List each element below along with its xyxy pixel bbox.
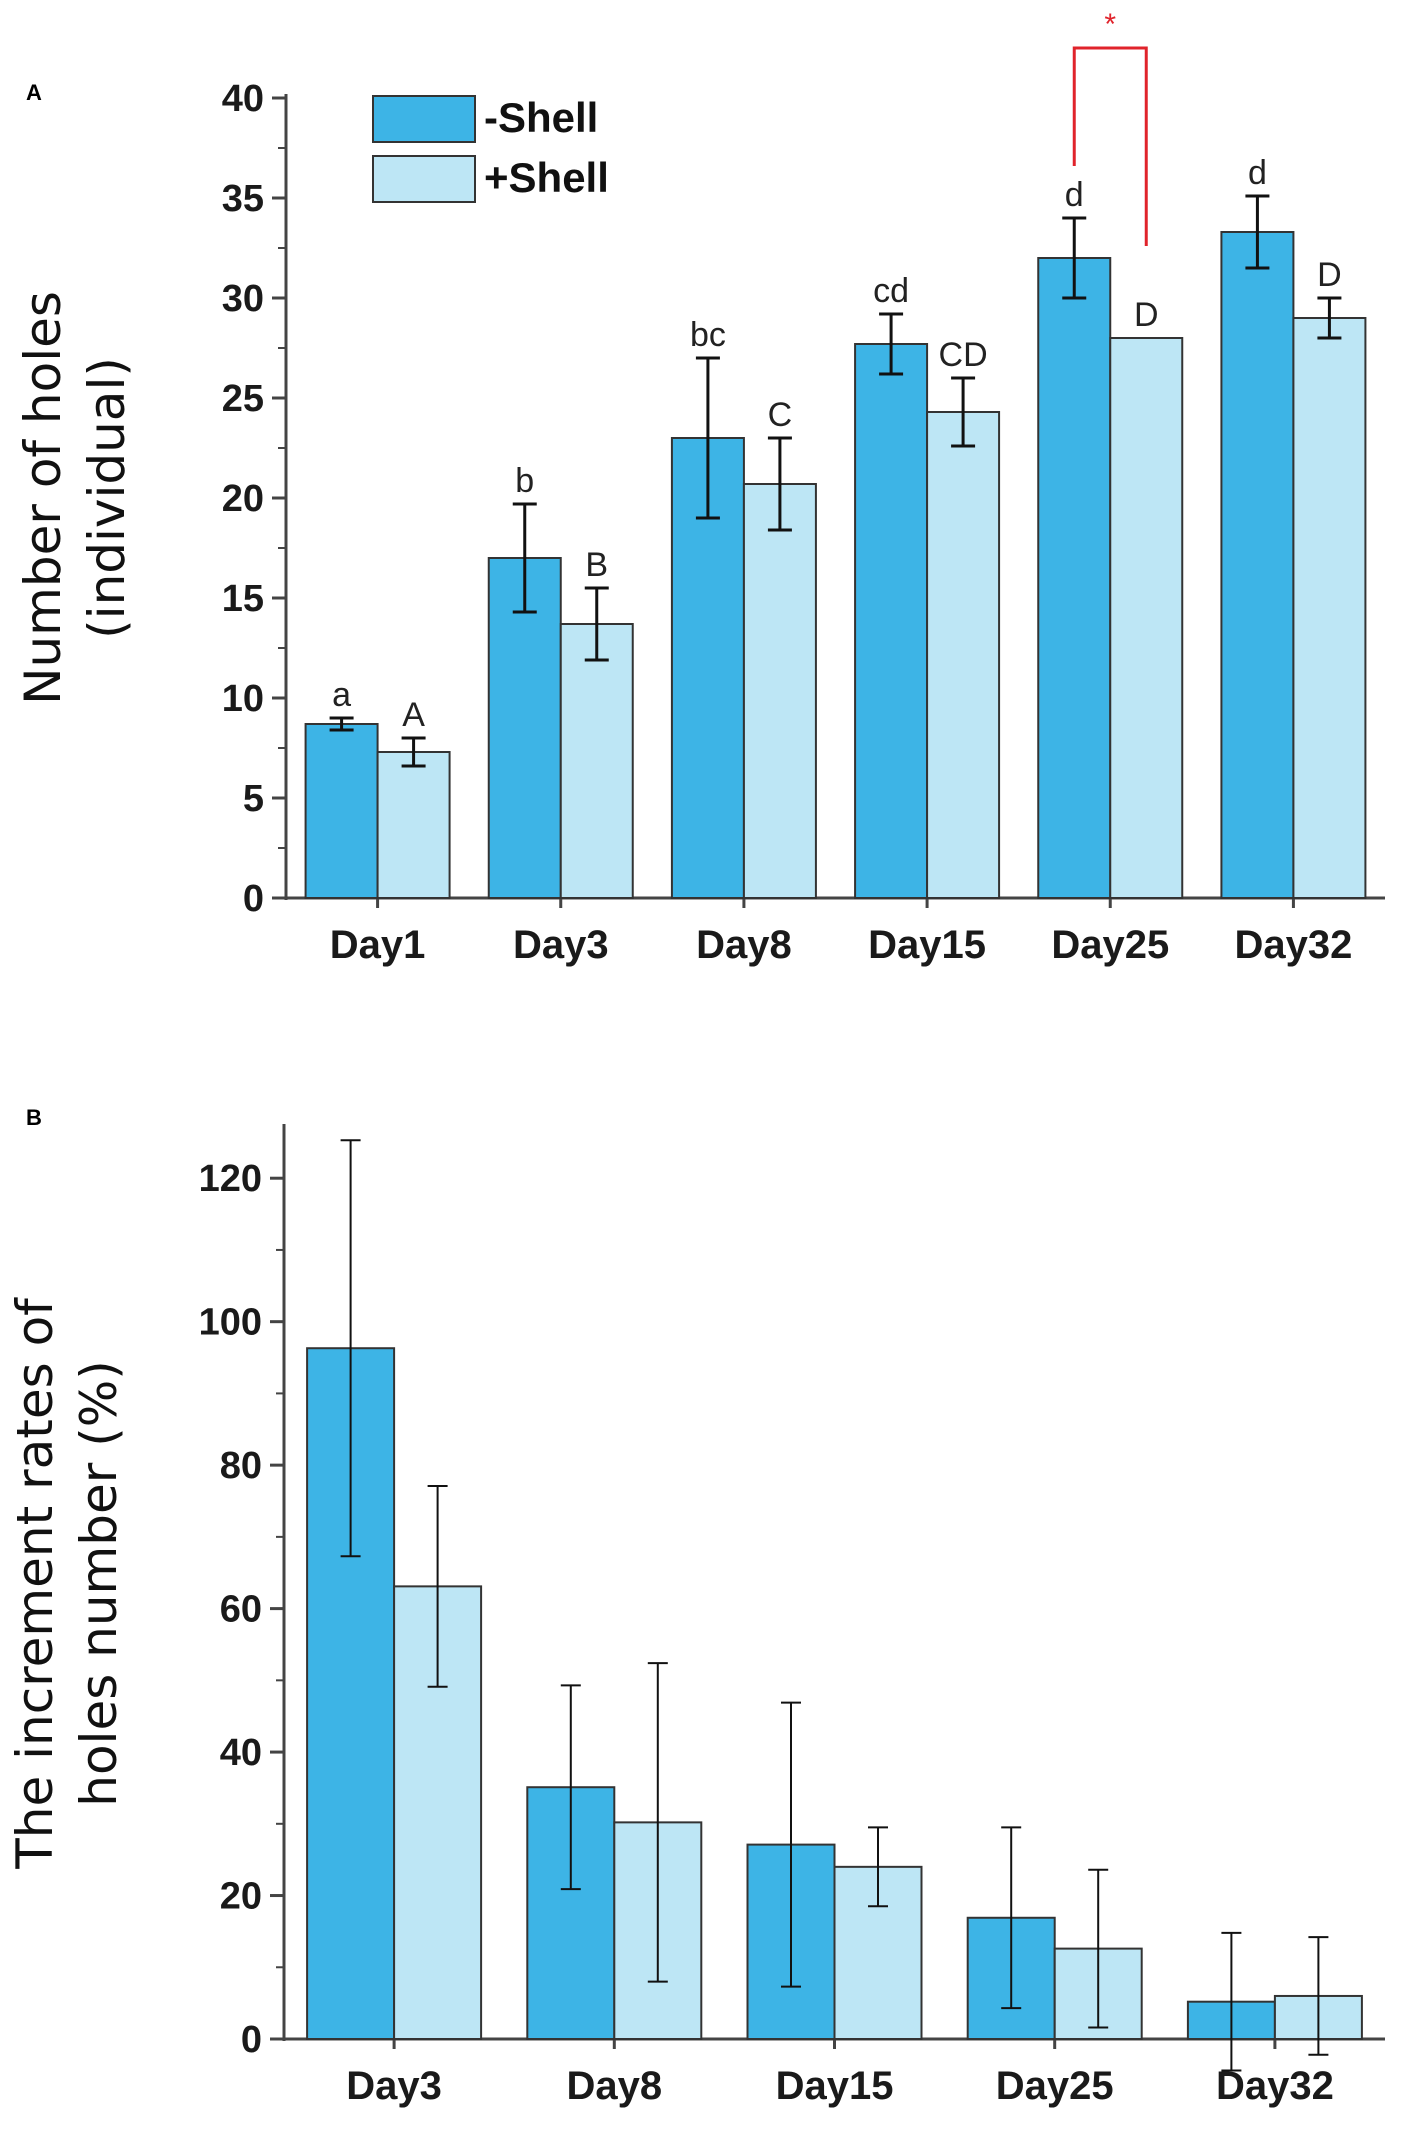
chart-a-significance-label: cd bbox=[873, 272, 909, 310]
chart-a-bar-plus-shell bbox=[559, 623, 634, 899]
chart-a-significance-label: B bbox=[585, 546, 608, 584]
panel-b-label: B bbox=[26, 1105, 42, 1130]
chart-a-x-tick-label: Day32 bbox=[1234, 923, 1352, 967]
chart-a-x-tick-label: Day1 bbox=[330, 923, 426, 967]
chart-a-legend-swatch bbox=[372, 95, 476, 143]
chart-a-y-tick-label: 20 bbox=[222, 478, 264, 520]
chart-a-y-tick-label: 30 bbox=[222, 278, 264, 320]
chart-a-legend-swatch bbox=[372, 155, 476, 203]
chart-a-y-axis-label: Number of holes (individual) bbox=[14, 291, 136, 705]
chart-b-x-tick-label: Day3 bbox=[346, 2064, 442, 2108]
chart-b-x-tick-label: Day25 bbox=[996, 2064, 1114, 2108]
chart-a-bar-minus-shell bbox=[1220, 231, 1295, 899]
chart-a-bar-plus-shell bbox=[1292, 317, 1367, 899]
chart-a-bar-plus-shell bbox=[926, 411, 1001, 899]
chart-a-significance-label: bc bbox=[690, 316, 726, 354]
chart-a-significance-star: * bbox=[1104, 8, 1116, 41]
chart-a-x-tick-label: Day25 bbox=[1051, 923, 1169, 967]
chart-a-significance-label: d bbox=[1065, 176, 1084, 214]
chart-a-bar-plus-shell bbox=[376, 751, 451, 899]
chart-a-y-tick-label: 25 bbox=[222, 378, 264, 420]
chart-a-y-tick-label: 0 bbox=[243, 878, 264, 920]
chart-a-y-tick-label: 40 bbox=[222, 78, 264, 120]
chart-a-y-axis-label-line: Number of holes bbox=[14, 291, 72, 705]
chart-a: 0 5 10 15 20 25 30 35 40 Number of holes (individu… bbox=[14, 8, 1385, 967]
chart-a-significance-label: C bbox=[768, 396, 793, 434]
chart-a-legend-label: +Shell bbox=[484, 154, 609, 201]
chart-a-y-axis-label-line: (individual) bbox=[78, 357, 136, 639]
chart-a-x-tick-label: Day15 bbox=[868, 923, 986, 967]
chart-a-significance-label: CD bbox=[939, 336, 988, 374]
chart-a-y-tick-label: 5 bbox=[243, 778, 264, 820]
chart-a-bar-plus-shell bbox=[742, 483, 817, 899]
chart-b-x-tick-label: Day8 bbox=[566, 2064, 662, 2108]
chart-a-y-tick-label: 15 bbox=[222, 578, 264, 620]
chart-b-y-axis-label-line: holes number (%) bbox=[70, 1360, 128, 1806]
chart-a-significance-label: a bbox=[332, 676, 351, 714]
chart-a-significance-label: D bbox=[1317, 256, 1342, 294]
chart-a-bar-minus-shell bbox=[304, 723, 379, 899]
chart-b-y-tick-label: 0 bbox=[241, 2019, 262, 2061]
chart-a-legend-label: -Shell bbox=[484, 94, 598, 141]
chart-a-y-tick-label: 35 bbox=[222, 178, 264, 220]
chart-b-x-tick-label: Day15 bbox=[776, 2064, 894, 2108]
chart-a-significance-label: A bbox=[402, 696, 425, 734]
chart-b-y-tick-label: 20 bbox=[220, 1876, 262, 1918]
chart-a-significance-label: D bbox=[1134, 296, 1159, 334]
chart-a-x-tick-label: Day8 bbox=[696, 923, 792, 967]
chart-b-y-axis-label-line: The increment rates of bbox=[6, 1297, 64, 1870]
chart-a-significance-label: d bbox=[1248, 154, 1267, 192]
chart-a-x-tick-label: Day3 bbox=[513, 923, 609, 967]
chart-a-y-tick-label: 10 bbox=[222, 678, 264, 720]
chart-a-significance-bracket bbox=[1072, 46, 1148, 246]
chart-b: 0 20 40 60 80 100 120 The increment rates of hol… bbox=[6, 1124, 1385, 2108]
chart-b-y-tick-label: 120 bbox=[199, 1158, 262, 1200]
chart-b-y-tick-label: 60 bbox=[220, 1589, 262, 1631]
chart-a-bar-minus-shell bbox=[1037, 257, 1112, 899]
chart-a-bar-plus-shell bbox=[1109, 337, 1184, 899]
chart-b-y-tick-label: 100 bbox=[199, 1302, 262, 1344]
chart-a-significance-label: b bbox=[515, 462, 534, 500]
panel-a-label: A bbox=[26, 80, 42, 105]
chart-b-y-tick-label: 80 bbox=[220, 1445, 262, 1487]
chart-b-y-axis-label: The increment rates of holes number (%) bbox=[6, 1297, 128, 1870]
chart-a-bar-minus-shell bbox=[854, 343, 929, 899]
chart-b-y-tick-label: 40 bbox=[220, 1732, 262, 1774]
